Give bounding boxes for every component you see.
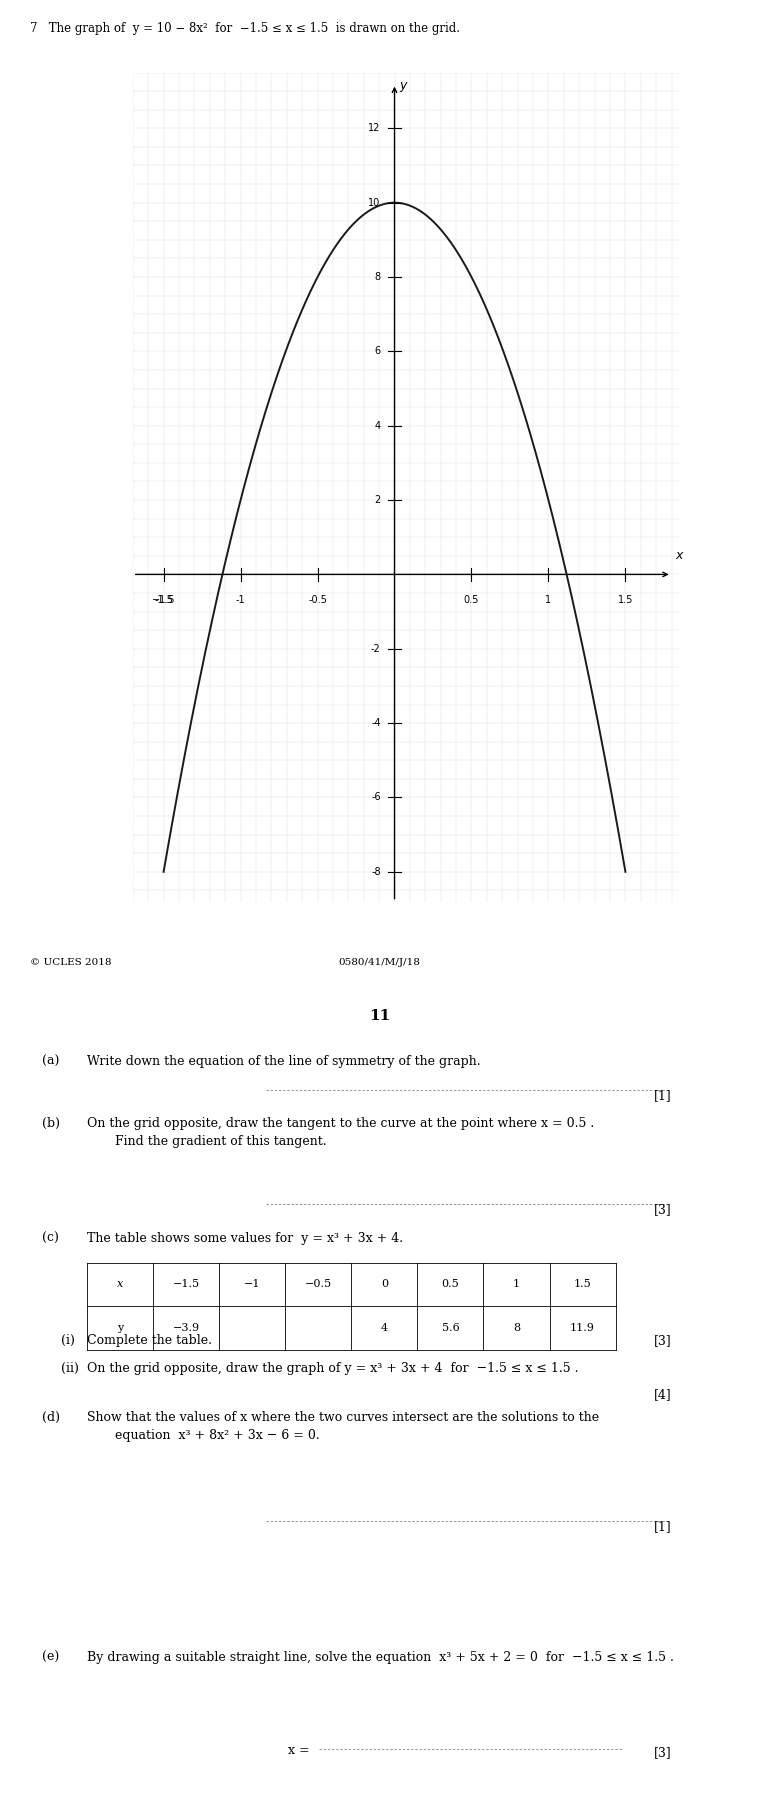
Text: x =: x = bbox=[288, 1743, 310, 1756]
Text: The table shows some values for  y = x³ + 3x + 4.: The table shows some values for y = x³ +… bbox=[87, 1232, 404, 1244]
Text: -8: -8 bbox=[371, 867, 381, 876]
Text: $x$: $x$ bbox=[675, 550, 685, 562]
Text: −3.9: −3.9 bbox=[173, 1322, 200, 1333]
Text: © UCLES 2018: © UCLES 2018 bbox=[30, 958, 112, 967]
Text: -2: -2 bbox=[371, 644, 381, 653]
Text: 7   The graph of  y = 10 − 8x²  for  −1.5 ≤ x ≤ 1.5  is drawn on the grid.: 7 The graph of y = 10 − 8x² for −1.5 ≤ x… bbox=[30, 22, 461, 34]
Text: (e): (e) bbox=[42, 1651, 59, 1663]
Text: 2: 2 bbox=[374, 495, 381, 504]
Text: 1.5: 1.5 bbox=[574, 1279, 591, 1290]
Text: -4: -4 bbox=[371, 718, 381, 727]
Text: $y$: $y$ bbox=[398, 80, 408, 94]
Text: [3]: [3] bbox=[654, 1203, 672, 1215]
Text: 12: 12 bbox=[368, 123, 381, 132]
Text: On the grid opposite, draw the graph of y = x³ + 3x + 4  for  −1.5 ≤ x ≤ 1.5 .: On the grid opposite, draw the graph of … bbox=[87, 1362, 579, 1375]
Text: -0.5: -0.5 bbox=[308, 595, 327, 604]
Text: 5.6: 5.6 bbox=[442, 1322, 459, 1333]
Text: 1.5: 1.5 bbox=[618, 595, 633, 604]
Text: Complete the table.: Complete the table. bbox=[87, 1333, 213, 1346]
Text: 11.9: 11.9 bbox=[570, 1322, 595, 1333]
Text: 10: 10 bbox=[368, 198, 381, 207]
Text: (i): (i) bbox=[61, 1333, 74, 1346]
Text: Show that the values of x where the two curves intersect are the solutions to th: Show that the values of x where the two … bbox=[87, 1411, 600, 1442]
Text: 1: 1 bbox=[546, 595, 552, 604]
Text: -6: -6 bbox=[371, 793, 381, 802]
Text: −1.5: −1.5 bbox=[173, 1279, 200, 1290]
Text: −1: −1 bbox=[244, 1279, 260, 1290]
Text: 0580/41/M/J/18: 0580/41/M/J/18 bbox=[339, 958, 420, 967]
Text: 8: 8 bbox=[374, 272, 381, 281]
Text: 4: 4 bbox=[374, 421, 381, 430]
Text: 8: 8 bbox=[513, 1322, 520, 1333]
Text: 6: 6 bbox=[374, 346, 381, 356]
Text: −1.5: −1.5 bbox=[152, 595, 175, 604]
Text: [3]: [3] bbox=[654, 1747, 672, 1760]
Text: -1: -1 bbox=[236, 595, 245, 604]
Text: 0.5: 0.5 bbox=[442, 1279, 459, 1290]
Text: -1.5: -1.5 bbox=[154, 595, 173, 604]
Text: x: x bbox=[117, 1279, 124, 1290]
Text: 11: 11 bbox=[369, 1009, 390, 1023]
Text: [3]: [3] bbox=[654, 1333, 672, 1346]
Text: (ii): (ii) bbox=[61, 1362, 79, 1375]
Text: (a): (a) bbox=[42, 1054, 59, 1068]
Text: [1]: [1] bbox=[654, 1520, 672, 1533]
Text: (c): (c) bbox=[42, 1232, 58, 1244]
Text: 0: 0 bbox=[381, 1279, 388, 1290]
Text: [1]: [1] bbox=[654, 1090, 672, 1103]
Text: 0.5: 0.5 bbox=[464, 595, 479, 604]
Text: 4: 4 bbox=[381, 1322, 388, 1333]
Text: [4]: [4] bbox=[654, 1388, 672, 1400]
Text: By drawing a suitable straight line, solve the equation  x³ + 5x + 2 = 0  for  −: By drawing a suitable straight line, sol… bbox=[87, 1651, 674, 1663]
Text: (b): (b) bbox=[42, 1117, 60, 1130]
Text: 1: 1 bbox=[513, 1279, 520, 1290]
Text: Write down the equation of the line of symmetry of the graph.: Write down the equation of the line of s… bbox=[87, 1054, 481, 1068]
Text: y: y bbox=[117, 1322, 124, 1333]
Text: −0.5: −0.5 bbox=[305, 1279, 332, 1290]
Text: On the grid opposite, draw the tangent to the curve at the point where x = 0.5 .: On the grid opposite, draw the tangent t… bbox=[87, 1117, 594, 1148]
Text: (d): (d) bbox=[42, 1411, 60, 1424]
